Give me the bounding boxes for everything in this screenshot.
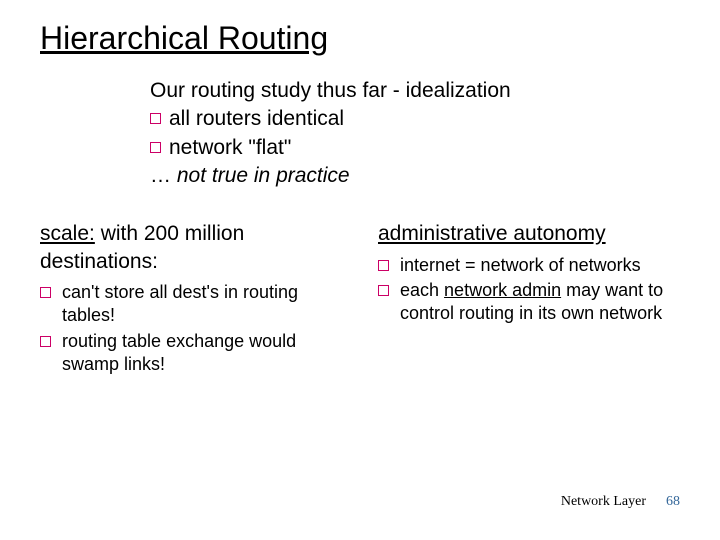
square-bullet-icon [378,260,389,271]
intro-line-4-italic: not true in practice [177,164,350,187]
footer-page-number: 68 [666,494,680,509]
right-list: internet = network of networks each netw… [378,254,680,326]
list-item: can't store all dest's in routing tables… [40,281,342,328]
list-item: each network admin may want to control r… [378,279,680,326]
intro-bullet-2: network "flat" [150,134,680,162]
intro-bullet-1-text: all routers identical [169,107,344,130]
left-column: scale: with 200 million destinations: ca… [40,220,342,378]
right-heading-underline: administrative autonomy [378,222,606,245]
list-item-text: can't store all dest's in routing tables… [62,282,298,325]
square-bullet-icon [150,113,161,124]
list-item: internet = network of networks [378,254,680,277]
square-bullet-icon [40,336,51,347]
list-item-text: internet = network of networks [400,255,641,275]
intro-line-1: Our routing study thus far - idealizatio… [150,77,680,105]
square-bullet-icon [40,287,51,298]
right-column: administrative autonomy internet = netwo… [378,220,680,327]
intro-block: Our routing study thus far - idealizatio… [150,77,680,190]
slide: Hierarchical Routing Our routing study t… [0,0,720,540]
intro-bullet-1: all routers identical [150,105,680,133]
list-item: routing table exchange would swamp links… [40,330,342,377]
columns: scale: with 200 million destinations: ca… [40,220,680,378]
footer: Network Layer 68 [561,494,680,510]
right-heading: administrative autonomy [378,220,680,247]
intro-line-4: … not true in practice [150,162,680,190]
left-heading-underline: scale: [40,222,95,245]
list-item-text: routing table exchange would swamp links… [62,331,296,374]
left-heading: scale: with 200 million destinations: [40,220,342,275]
list-item-text: each network admin may want to control r… [400,280,663,323]
slide-title: Hierarchical Routing [40,20,680,57]
intro-bullet-2-text: network "flat" [169,136,291,159]
square-bullet-icon [378,285,389,296]
square-bullet-icon [150,142,161,153]
footer-label: Network Layer [561,494,646,509]
left-list: can't store all dest's in routing tables… [40,281,342,377]
intro-line-4-prefix: … [150,164,177,187]
